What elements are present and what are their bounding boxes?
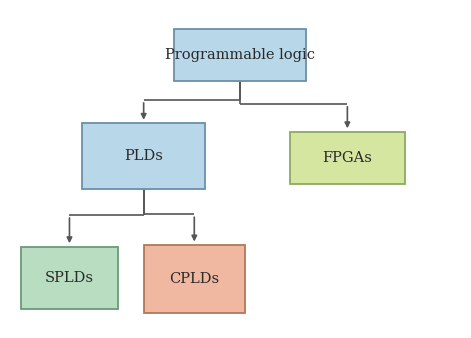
Text: PLDs: PLDs (124, 149, 163, 163)
Text: FPGAs: FPGAs (323, 151, 372, 165)
FancyBboxPatch shape (174, 29, 306, 81)
FancyBboxPatch shape (82, 123, 205, 189)
FancyBboxPatch shape (144, 245, 245, 313)
Text: CPLDs: CPLDs (169, 272, 219, 286)
Text: SPLDs: SPLDs (45, 271, 94, 285)
FancyBboxPatch shape (21, 247, 118, 309)
FancyBboxPatch shape (290, 132, 405, 184)
Text: Programmable logic: Programmable logic (165, 48, 315, 62)
